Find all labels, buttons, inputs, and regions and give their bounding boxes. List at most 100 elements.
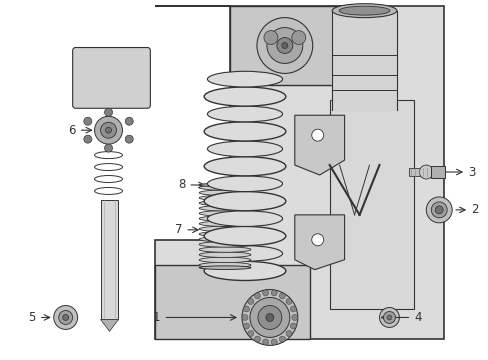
Ellipse shape (203, 122, 285, 141)
Circle shape (271, 339, 277, 345)
Ellipse shape (207, 71, 282, 87)
Ellipse shape (199, 211, 250, 216)
Circle shape (105, 127, 111, 133)
FancyBboxPatch shape (329, 100, 413, 310)
Circle shape (266, 28, 302, 63)
Ellipse shape (199, 262, 250, 268)
Ellipse shape (199, 221, 250, 226)
Circle shape (249, 298, 289, 337)
Ellipse shape (199, 231, 250, 237)
Circle shape (426, 197, 451, 223)
Text: 3: 3 (467, 166, 474, 179)
Circle shape (247, 330, 253, 337)
FancyBboxPatch shape (73, 48, 150, 108)
Polygon shape (101, 319, 118, 332)
Text: 7: 7 (174, 223, 182, 236)
Circle shape (125, 117, 133, 125)
Circle shape (279, 336, 285, 342)
Circle shape (59, 310, 73, 324)
Polygon shape (294, 115, 344, 175)
Circle shape (383, 311, 395, 323)
Circle shape (104, 108, 112, 116)
FancyBboxPatch shape (229, 6, 339, 85)
Circle shape (311, 129, 323, 141)
Circle shape (434, 206, 442, 214)
Ellipse shape (331, 4, 396, 18)
Circle shape (243, 306, 249, 312)
FancyBboxPatch shape (101, 200, 118, 319)
Ellipse shape (199, 226, 250, 231)
Circle shape (265, 314, 273, 321)
Ellipse shape (199, 237, 250, 242)
Ellipse shape (199, 252, 250, 257)
Circle shape (254, 336, 260, 342)
Ellipse shape (199, 216, 250, 221)
Polygon shape (155, 6, 443, 339)
Ellipse shape (199, 266, 250, 270)
Ellipse shape (207, 176, 282, 192)
Circle shape (291, 315, 297, 320)
Circle shape (281, 42, 287, 49)
Circle shape (285, 330, 291, 337)
Ellipse shape (339, 6, 389, 15)
Circle shape (291, 31, 305, 45)
Text: 2: 2 (470, 203, 478, 216)
Circle shape (254, 293, 260, 299)
Circle shape (290, 323, 296, 329)
Circle shape (264, 31, 277, 45)
Circle shape (83, 135, 92, 143)
Ellipse shape (199, 206, 250, 211)
Text: 1: 1 (153, 311, 160, 324)
Ellipse shape (199, 242, 250, 247)
Ellipse shape (199, 185, 250, 190)
Text: 8: 8 (178, 179, 185, 192)
Circle shape (279, 293, 285, 299)
Text: 6: 6 (68, 124, 76, 137)
Circle shape (276, 37, 292, 54)
Ellipse shape (207, 211, 282, 226)
Circle shape (258, 306, 281, 329)
Ellipse shape (207, 141, 282, 157)
FancyBboxPatch shape (408, 168, 430, 176)
Circle shape (311, 234, 323, 246)
Circle shape (247, 298, 253, 305)
Circle shape (386, 315, 391, 320)
Circle shape (242, 289, 297, 345)
Ellipse shape (203, 261, 285, 280)
Ellipse shape (199, 183, 250, 187)
Ellipse shape (203, 192, 285, 211)
Circle shape (262, 290, 268, 296)
Circle shape (379, 307, 399, 328)
Circle shape (94, 116, 122, 144)
Text: 5: 5 (28, 311, 36, 324)
Ellipse shape (199, 257, 250, 263)
Ellipse shape (199, 201, 250, 206)
Circle shape (243, 323, 249, 329)
Circle shape (104, 144, 112, 152)
Ellipse shape (199, 247, 250, 252)
Circle shape (101, 122, 116, 138)
Ellipse shape (203, 157, 285, 176)
FancyBboxPatch shape (155, 265, 309, 339)
Circle shape (125, 135, 133, 143)
Circle shape (285, 298, 291, 305)
Circle shape (62, 315, 68, 320)
Text: 4: 4 (413, 311, 421, 324)
Circle shape (54, 306, 78, 329)
Ellipse shape (199, 190, 250, 195)
Circle shape (271, 290, 277, 296)
Circle shape (83, 117, 92, 125)
Circle shape (290, 306, 296, 312)
FancyBboxPatch shape (430, 166, 444, 178)
Circle shape (242, 315, 247, 320)
Polygon shape (294, 215, 344, 270)
Ellipse shape (203, 226, 285, 246)
Ellipse shape (207, 106, 282, 122)
Ellipse shape (203, 87, 285, 106)
Circle shape (256, 18, 312, 73)
Circle shape (262, 339, 268, 345)
Ellipse shape (199, 195, 250, 201)
Ellipse shape (207, 246, 282, 261)
Circle shape (430, 202, 447, 218)
Circle shape (419, 165, 432, 179)
